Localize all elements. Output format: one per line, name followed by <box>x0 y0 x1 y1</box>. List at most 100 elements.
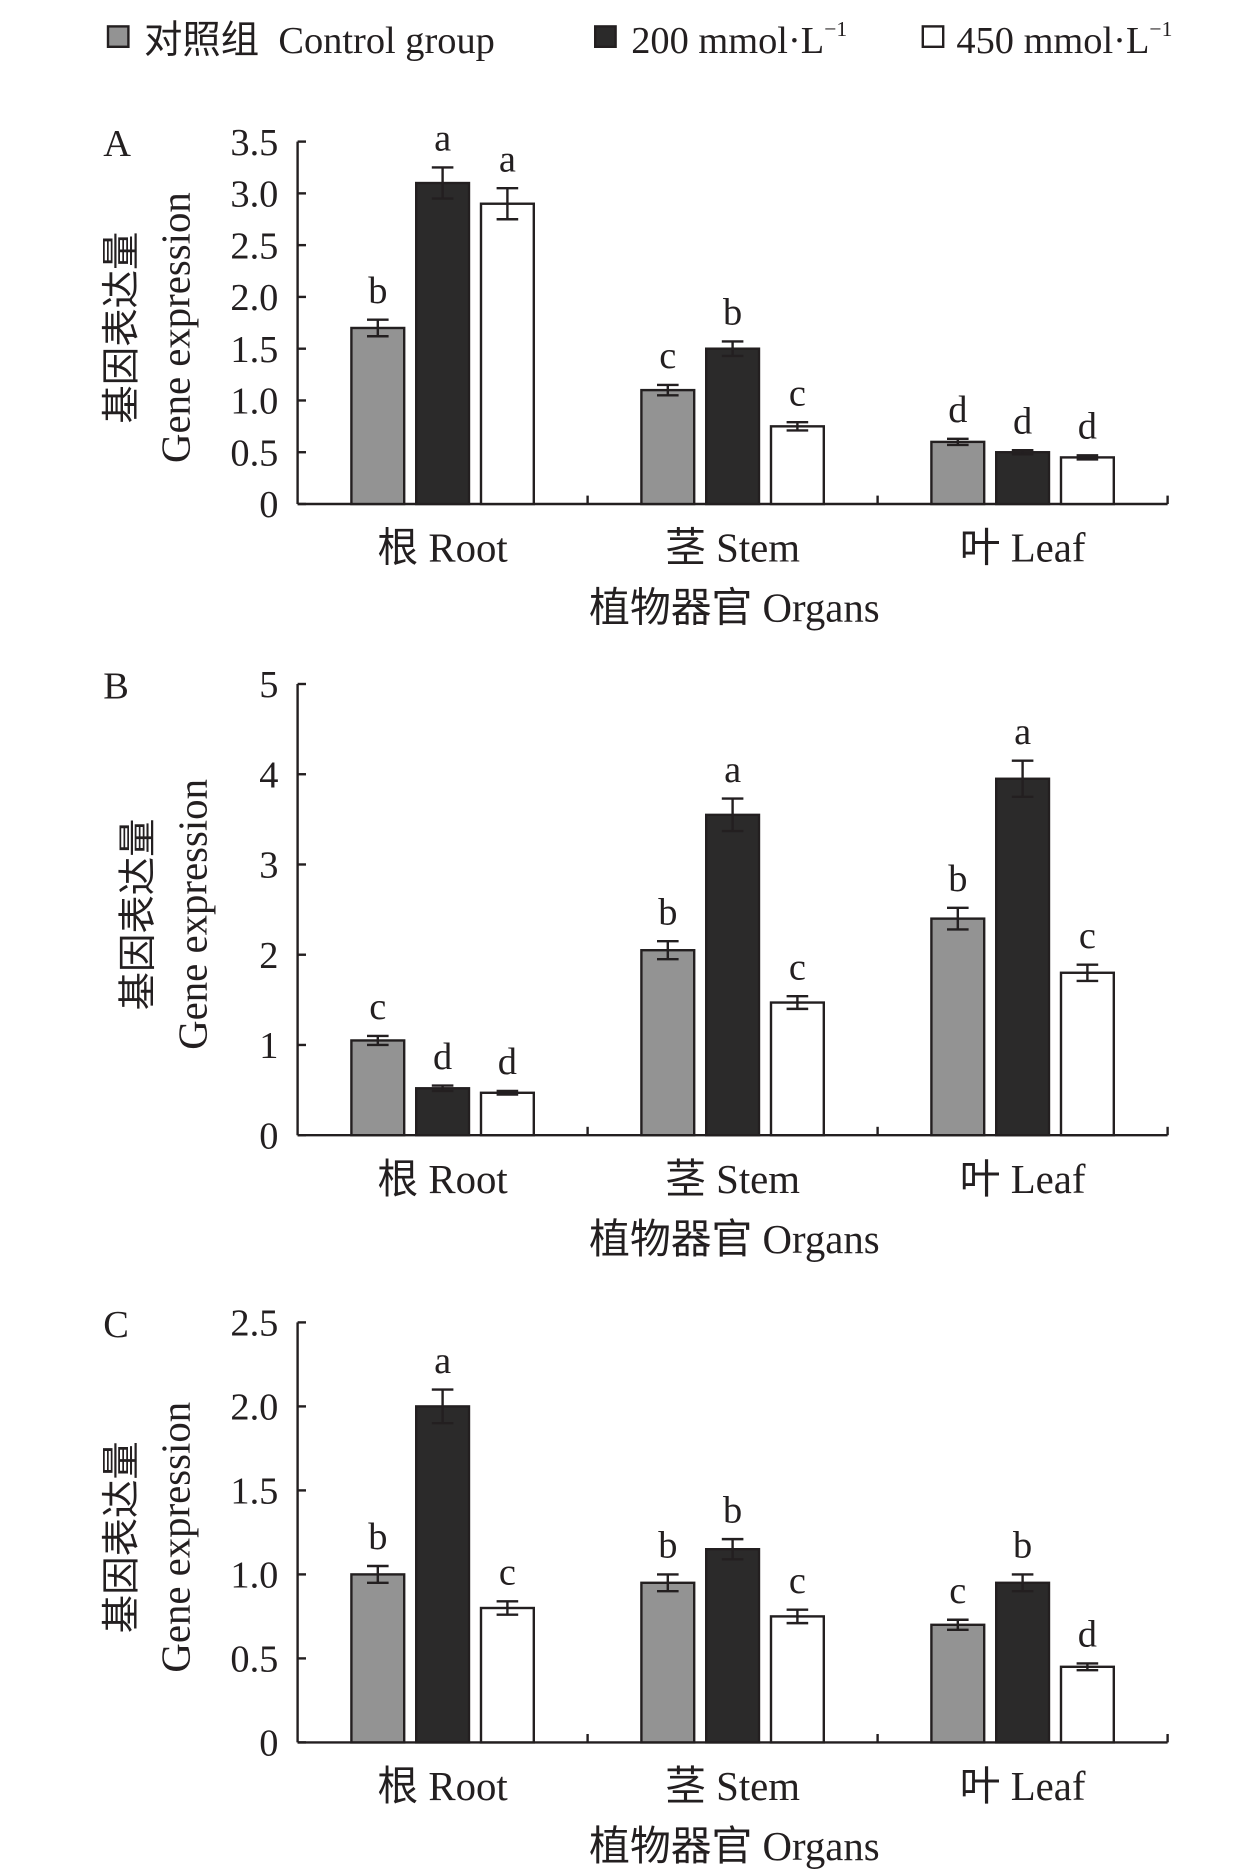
y-tick-label: 0 <box>259 1115 278 1157</box>
significance-letter: c <box>1079 915 1096 957</box>
bar <box>350 326 406 506</box>
y-axis-title-cn: 基因表达量 <box>118 818 160 1010</box>
x-tick-label: 根 Root <box>377 1764 508 1809</box>
significance-letter: d <box>1078 406 1097 448</box>
x-axis-title: 植物器官 Organs <box>589 1824 879 1869</box>
legend-label-450: 450 mmol·L−1 <box>956 17 1172 62</box>
x-axis-title: 植物器官 Organs <box>589 1217 879 1262</box>
y-axis-title-cn: 基因表达量 <box>101 1441 143 1633</box>
bar <box>479 202 536 506</box>
y-tick-label: 0 <box>259 1723 278 1765</box>
y-axis-title-cn: 基因表达量 <box>101 232 143 424</box>
bar <box>705 347 761 506</box>
significance-letter: c <box>659 335 676 377</box>
x-tick-label: 叶 Leaf <box>960 1157 1086 1202</box>
y-tick-label: 1.0 <box>230 381 278 423</box>
significance-letter: c <box>789 1560 806 1602</box>
y-tick-label: 2.0 <box>230 277 278 319</box>
bar <box>930 917 986 1137</box>
panel-label: B <box>103 665 129 707</box>
bar <box>415 181 471 506</box>
significance-letter: a <box>1014 711 1031 753</box>
bar <box>769 425 825 506</box>
bar <box>415 1405 471 1744</box>
y-axis-title: Gene expression <box>170 779 215 1050</box>
bar <box>995 451 1051 506</box>
y-axis-title: Gene expression <box>154 192 199 463</box>
y-tick-label: 1 <box>259 1025 278 1067</box>
y-tick-label: 2.5 <box>230 1303 278 1345</box>
legend-sup-450: −1 <box>1149 17 1172 41</box>
legend-sup-200: −1 <box>824 17 847 41</box>
significance-letter: d <box>433 1036 452 1078</box>
bar <box>640 388 696 506</box>
x-tick-label: 茎 Stem <box>665 1764 800 1809</box>
bar <box>930 1623 986 1744</box>
legend-swatch-200 <box>594 25 617 48</box>
x-tick-label: 根 Root <box>377 1157 508 1202</box>
y-tick-label: 3.5 <box>230 122 278 164</box>
bar <box>1059 456 1116 506</box>
panel-label: A <box>103 123 131 165</box>
x-tick-label: 根 Root <box>377 526 508 571</box>
bar <box>930 440 986 506</box>
bar <box>350 1573 406 1744</box>
legend-label-control: 对照组 Control group <box>144 20 495 62</box>
bar <box>705 813 761 1137</box>
bar <box>479 1606 536 1744</box>
legend-swatch-control <box>106 25 130 48</box>
significance-letter: a <box>434 118 451 160</box>
significance-letter: d <box>1078 1614 1097 1656</box>
y-tick-label: 0.5 <box>230 1639 278 1681</box>
panel-a: A 0 0.5 1.0 1.5 2.0 2.5 3.0 3.5 根 Root b a a 茎 Stem c b… <box>101 118 1169 631</box>
bar <box>1059 971 1116 1137</box>
y-tick-label: 3.0 <box>230 174 278 216</box>
panel-label: C <box>103 1304 129 1346</box>
significance-letter: d <box>948 389 967 431</box>
bar <box>995 777 1051 1137</box>
significance-letter: c <box>949 1570 966 1612</box>
significance-letter: c <box>789 946 806 988</box>
significance-letter: b <box>658 1525 677 1567</box>
y-tick-label: 3 <box>259 845 278 887</box>
bar <box>705 1548 761 1744</box>
y-tick-label: 2.0 <box>230 1387 278 1429</box>
x-axis-title: 植物器官 Organs <box>589 586 879 631</box>
legend-swatch-450 <box>921 25 945 48</box>
bar <box>415 1087 471 1137</box>
significance-letter: c <box>499 1551 516 1593</box>
y-tick-label: 2 <box>259 935 278 977</box>
legend: 对照组 Control group 200 mmol·L−1 450 mmol·… <box>106 17 1172 62</box>
y-axis-title: Gene expression <box>154 1402 199 1673</box>
significance-letter: c <box>789 372 806 414</box>
significance-letter: a <box>724 749 741 791</box>
significance-letter: d <box>498 1041 517 1083</box>
y-tick-label: 4 <box>259 754 278 796</box>
x-tick-label: 茎 Stem <box>665 526 800 571</box>
significance-letter: b <box>948 858 967 900</box>
bar <box>640 1581 696 1744</box>
bar <box>640 949 696 1137</box>
x-tick-label: 叶 Leaf <box>960 526 1086 571</box>
significance-letter: d <box>1013 400 1032 442</box>
panel-b: B 0 1 2 3 4 5 根 Root c d d 茎 Stem b a c 叶 Leaf b a c 植物器官 O… <box>103 664 1169 1262</box>
y-tick-label: 1.5 <box>230 1471 278 1513</box>
significance-letter: b <box>368 1516 387 1558</box>
bar <box>995 1581 1051 1744</box>
legend-label-200: 200 mmol·L−1 <box>631 17 847 62</box>
y-tick-label: 0.5 <box>230 432 278 474</box>
y-tick-label: 5 <box>259 664 278 706</box>
x-tick-label: 茎 Stem <box>665 1157 800 1202</box>
y-tick-label: 1.0 <box>230 1555 278 1597</box>
significance-letter: c <box>369 986 386 1028</box>
bar <box>479 1091 536 1137</box>
y-tick-label: 1.5 <box>230 329 278 371</box>
significance-letter: b <box>658 891 677 933</box>
y-tick-label: 2.5 <box>230 225 278 267</box>
bar <box>769 1615 825 1744</box>
significance-letter: b <box>368 270 387 312</box>
significance-letter: a <box>434 1340 451 1382</box>
bar <box>350 1039 406 1137</box>
significance-letter: b <box>723 1489 742 1531</box>
